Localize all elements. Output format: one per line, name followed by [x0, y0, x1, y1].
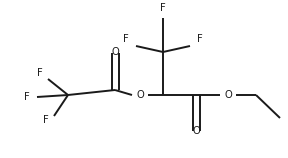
Text: O: O	[136, 90, 144, 100]
Text: O: O	[111, 47, 119, 57]
Text: F: F	[197, 34, 203, 44]
Text: F: F	[43, 115, 49, 125]
Text: F: F	[37, 68, 43, 78]
Text: O: O	[192, 126, 200, 136]
Text: F: F	[123, 34, 129, 44]
Text: O: O	[224, 90, 232, 100]
Text: F: F	[24, 92, 30, 102]
Text: F: F	[160, 3, 166, 13]
